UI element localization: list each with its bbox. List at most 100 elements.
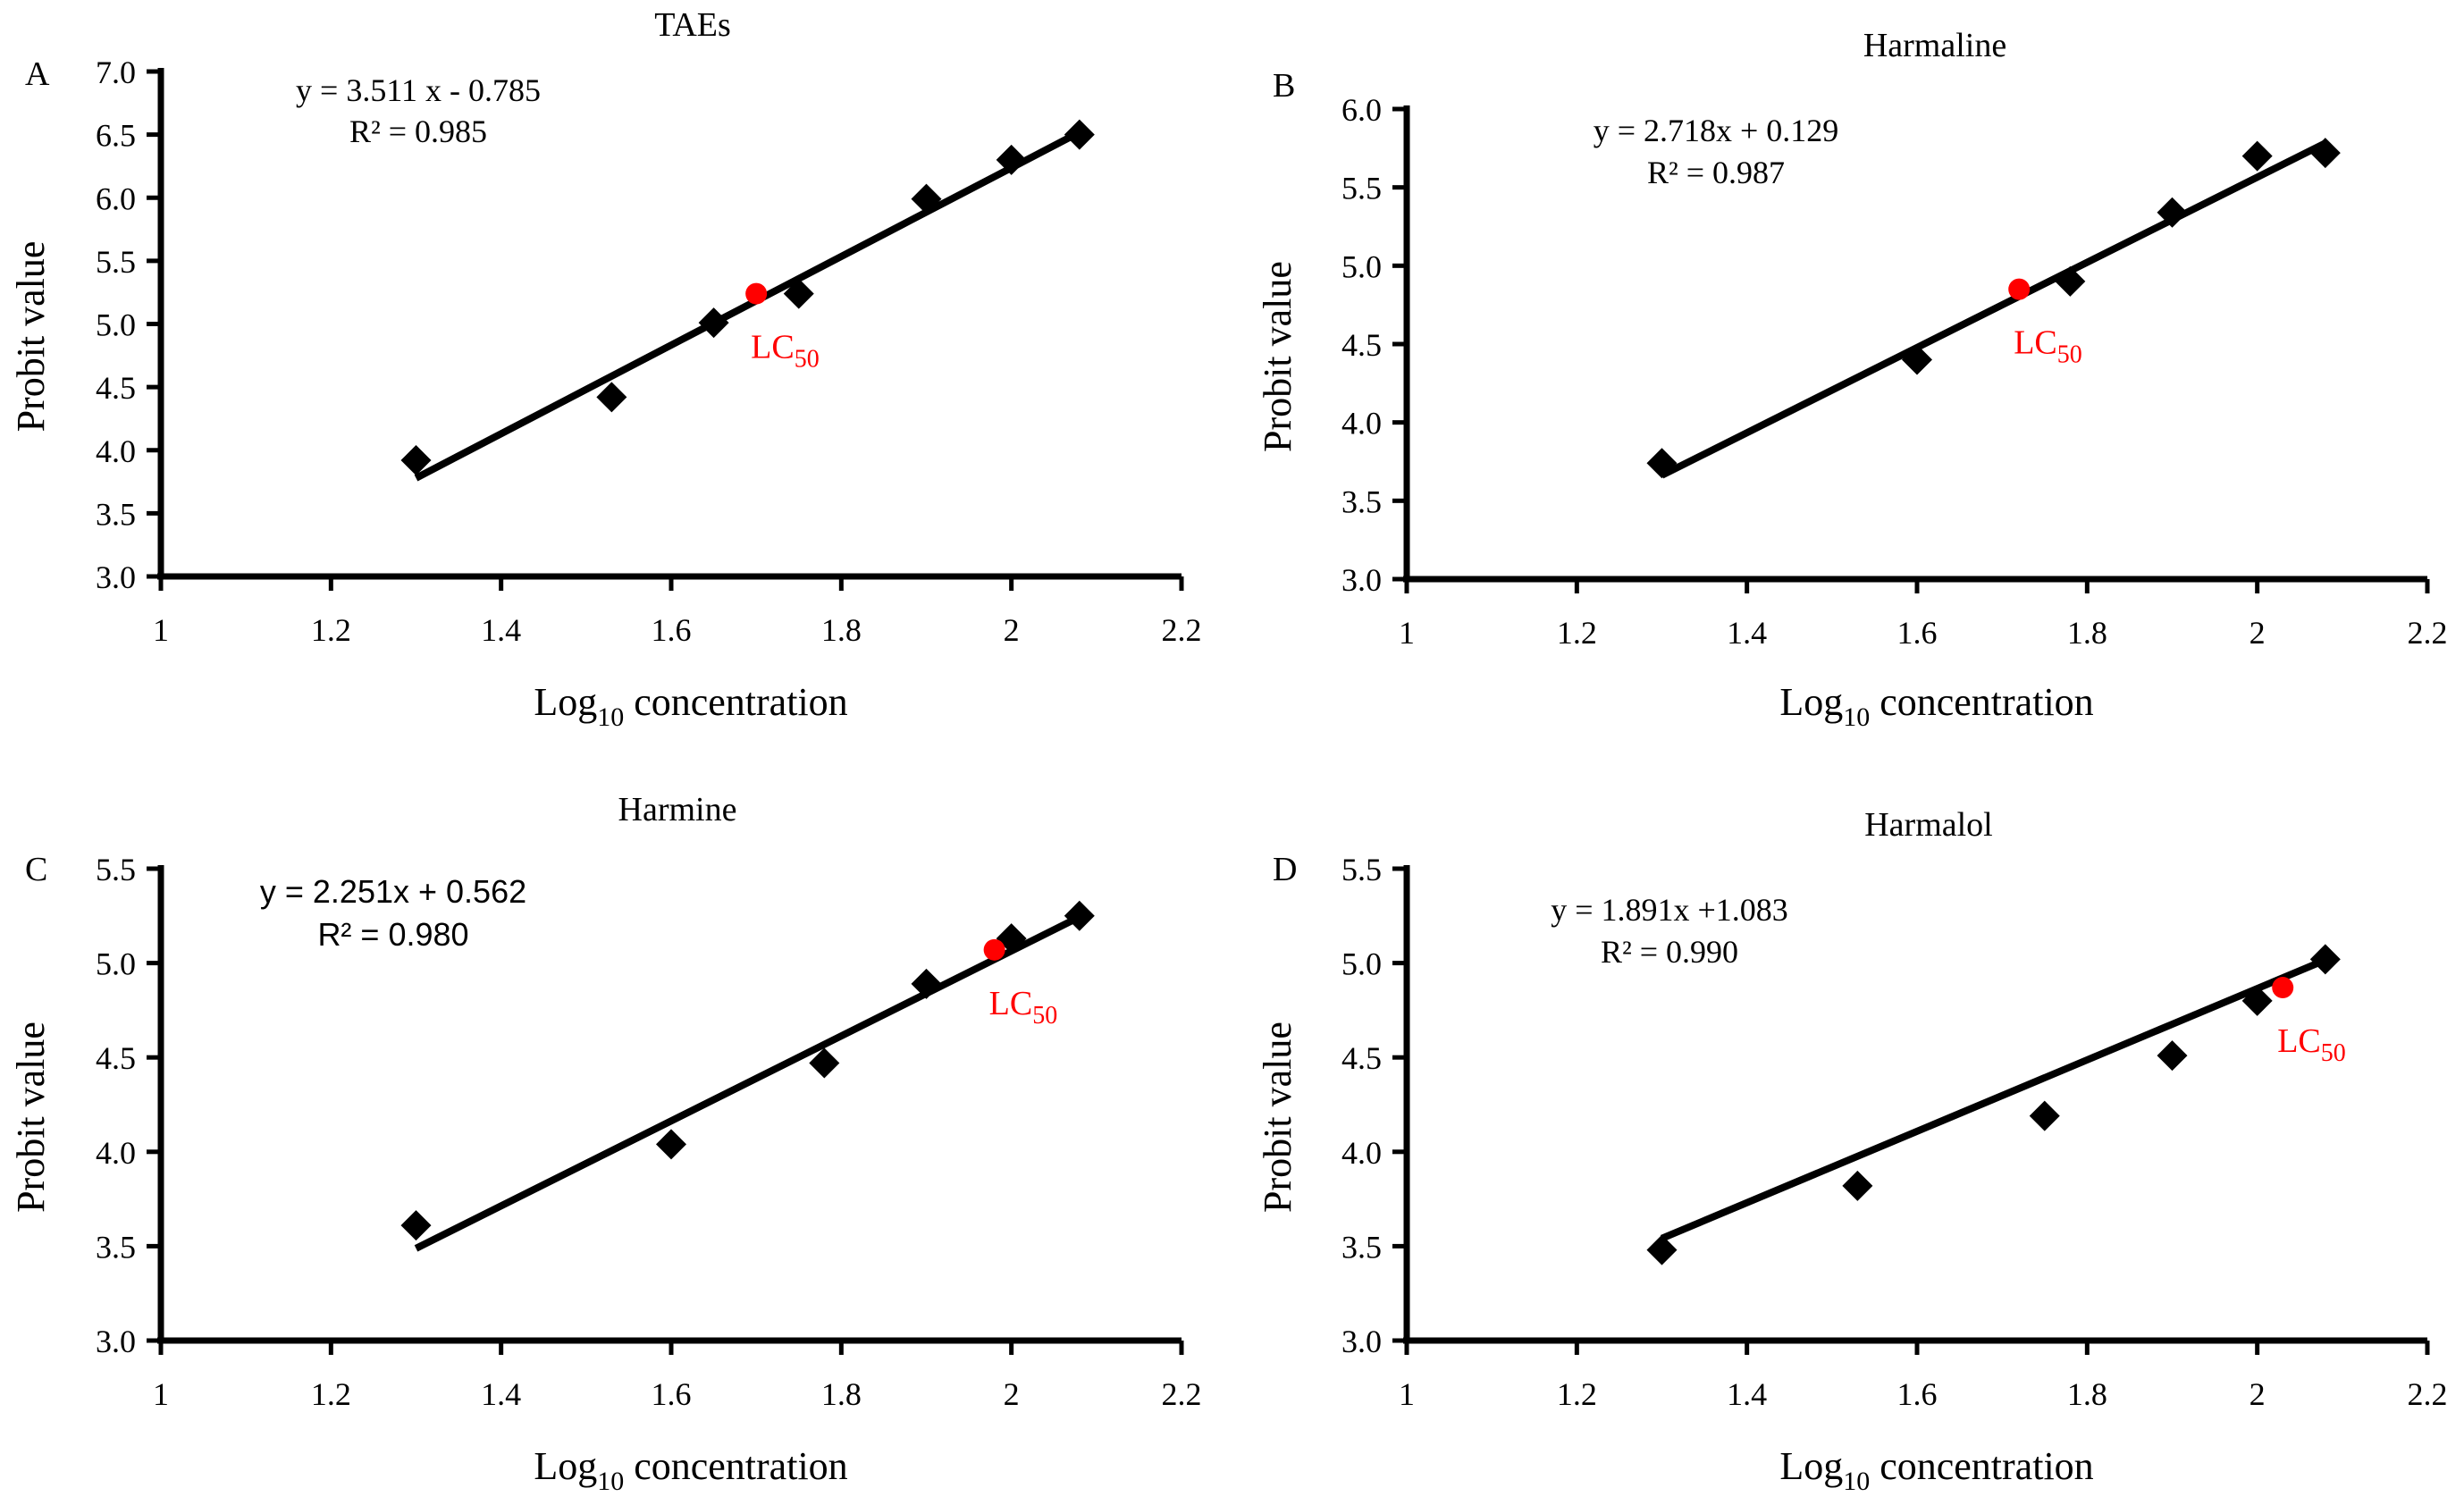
data-point <box>1064 900 1095 931</box>
x-tick-label: 1.6 <box>1897 615 1938 651</box>
y-tick-label: 6.0 <box>96 181 136 216</box>
y-tick-label: 4.5 <box>96 1040 136 1076</box>
x-tick-label: 1.2 <box>1557 1376 1597 1412</box>
chart-panel-a: A TAEs 3.0 3.5 4.0 4.5 5.0 5.5 6.0 6.5 7.0 1 1.2 1.4 1… <box>9 6 1202 732</box>
chart-title: TAEs <box>654 6 731 44</box>
data-point <box>400 445 432 476</box>
data-point <box>1646 448 1678 479</box>
data-point <box>809 1047 840 1079</box>
x-axis-label: Log10 concentration <box>1779 680 2093 732</box>
data-point <box>400 1210 432 1241</box>
y-tick-label: 3.5 <box>1341 1229 1382 1265</box>
y-tick-label: 4.5 <box>1341 1040 1382 1076</box>
data-point <box>2241 985 2273 1016</box>
x-axis-label: Log10 concentration <box>1779 1444 2093 1496</box>
x-tick-label: 2.2 <box>1162 612 1202 648</box>
data-point <box>2241 140 2273 172</box>
x-tick-label: 2 <box>2250 615 2266 651</box>
x-tick-label: 2 <box>1004 1376 1020 1412</box>
x-tick-label: 2 <box>1004 612 1020 648</box>
data-point <box>1646 1234 1678 1265</box>
y-tick-label: 5.0 <box>96 946 136 982</box>
chart-title: Harmalol <box>1864 806 1993 844</box>
y-tick-label: 5.0 <box>1341 248 1382 284</box>
r-squared-label: R² = 0.980 <box>317 916 468 953</box>
x-tick-label: 1.4 <box>1727 1376 1767 1412</box>
data-point <box>2055 265 2086 297</box>
y-tick-label: 5.0 <box>96 307 136 343</box>
equation-label: y = 2.718x + 0.129 <box>1594 113 1839 148</box>
y-tick-label: 3.0 <box>96 559 136 595</box>
x-tick-label: 1.8 <box>2067 615 2107 651</box>
lc50-point <box>2272 977 2294 999</box>
data-point <box>2309 138 2341 169</box>
y-tick-label: 4.0 <box>1341 1135 1382 1171</box>
y-tick-label: 5.5 <box>1341 171 1382 206</box>
chart-panel-c: C Harmine 3.0 3.5 4.0 4.5 5.0 5.5 1 1.2 1.4 1.6 1.8 2… <box>9 791 1202 1496</box>
panel-letter: C <box>25 851 47 888</box>
x-axis-label: Log10 concentration <box>534 1444 847 1496</box>
chart-panel-d: D Harmalol 3.0 3.5 4.0 4.5 5.0 5.5 1 1.2 1.4 1.6 1.8… <box>1256 806 2448 1496</box>
y-axis-label: Probit value <box>9 241 53 433</box>
y-tick-label: 4.0 <box>96 433 136 469</box>
x-tick-label: 1.6 <box>652 1376 692 1412</box>
equation-label: y = 1.891x +1.083 <box>1551 892 1788 928</box>
lc50-point <box>2008 278 2031 300</box>
y-tick-label: 5.5 <box>96 244 136 280</box>
x-tick-label: 2.2 <box>2408 615 2448 651</box>
y-tick-label: 6.5 <box>96 118 136 154</box>
y-tick-label: 4.0 <box>1341 406 1382 441</box>
x-tick-label: 1.8 <box>821 612 862 648</box>
panel-letter: D <box>1273 851 1297 888</box>
x-tick-label: 2 <box>2250 1376 2266 1412</box>
y-tick-label: 3.5 <box>96 496 136 532</box>
x-tick-label: 1 <box>1399 615 1415 651</box>
y-tick-label: 3.5 <box>96 1229 136 1265</box>
lc50-point <box>983 938 1005 961</box>
y-tick-label: 3.0 <box>1341 1324 1382 1359</box>
data-point <box>596 382 627 413</box>
y-tick-label: 3.5 <box>1341 483 1382 519</box>
equation-label: y = 3.511 x - 0.785 <box>296 72 541 108</box>
data-point <box>2157 197 2188 228</box>
data-point <box>911 968 942 999</box>
panel-letter: A <box>25 55 50 93</box>
y-tick-label: 6.0 <box>1341 92 1382 128</box>
x-tick-label: 1.4 <box>481 1376 521 1412</box>
data-point <box>911 183 942 214</box>
chart-title: Harmine <box>618 791 737 828</box>
data-point <box>783 278 814 309</box>
r-squared-label: R² = 0.990 <box>1601 934 1738 970</box>
lc50-label: LC50 <box>2277 1022 2346 1067</box>
data-point <box>1064 119 1095 150</box>
y-axis-label: Probit value <box>1256 1022 1299 1213</box>
y-tick-label: 4.5 <box>1341 327 1382 363</box>
y-tick-label: 4.0 <box>96 1135 136 1171</box>
data-point <box>1842 1170 1873 1201</box>
r-squared-label: R² = 0.985 <box>349 114 487 149</box>
x-tick-label: 1.8 <box>2067 1376 2107 1412</box>
lc50-label: LC50 <box>989 985 1058 1030</box>
x-tick-label: 1.2 <box>1557 615 1597 651</box>
x-tick-label: 1.6 <box>1897 1376 1938 1412</box>
data-point <box>698 307 729 339</box>
chart-title: Harmaline <box>1863 27 2006 64</box>
x-tick-label: 2.2 <box>1162 1376 1202 1412</box>
chart-panel-b: B Harmaline 3.0 3.5 4.0 4.5 5.0 5.5 6.0 1 1.2 1.4 1.… <box>1256 27 2448 732</box>
data-point <box>1902 344 1932 375</box>
y-tick-label: 5.5 <box>1341 852 1382 887</box>
y-tick-label: 5.0 <box>1341 946 1382 982</box>
x-tick-label: 1.4 <box>481 612 521 648</box>
lc50-point <box>745 282 768 305</box>
x-axis-label: Log10 concentration <box>534 680 847 732</box>
y-axis-label: Probit value <box>9 1022 53 1213</box>
y-tick-label: 7.0 <box>96 55 136 90</box>
data-point <box>2029 1100 2060 1131</box>
x-tick-label: 1 <box>153 612 169 648</box>
x-tick-label: 1.2 <box>311 612 351 648</box>
x-tick-label: 1 <box>153 1376 169 1412</box>
lc50-label: LC50 <box>751 329 820 374</box>
x-tick-label: 1 <box>1399 1376 1415 1412</box>
x-tick-label: 1.2 <box>311 1376 351 1412</box>
y-tick-label: 4.5 <box>96 370 136 406</box>
